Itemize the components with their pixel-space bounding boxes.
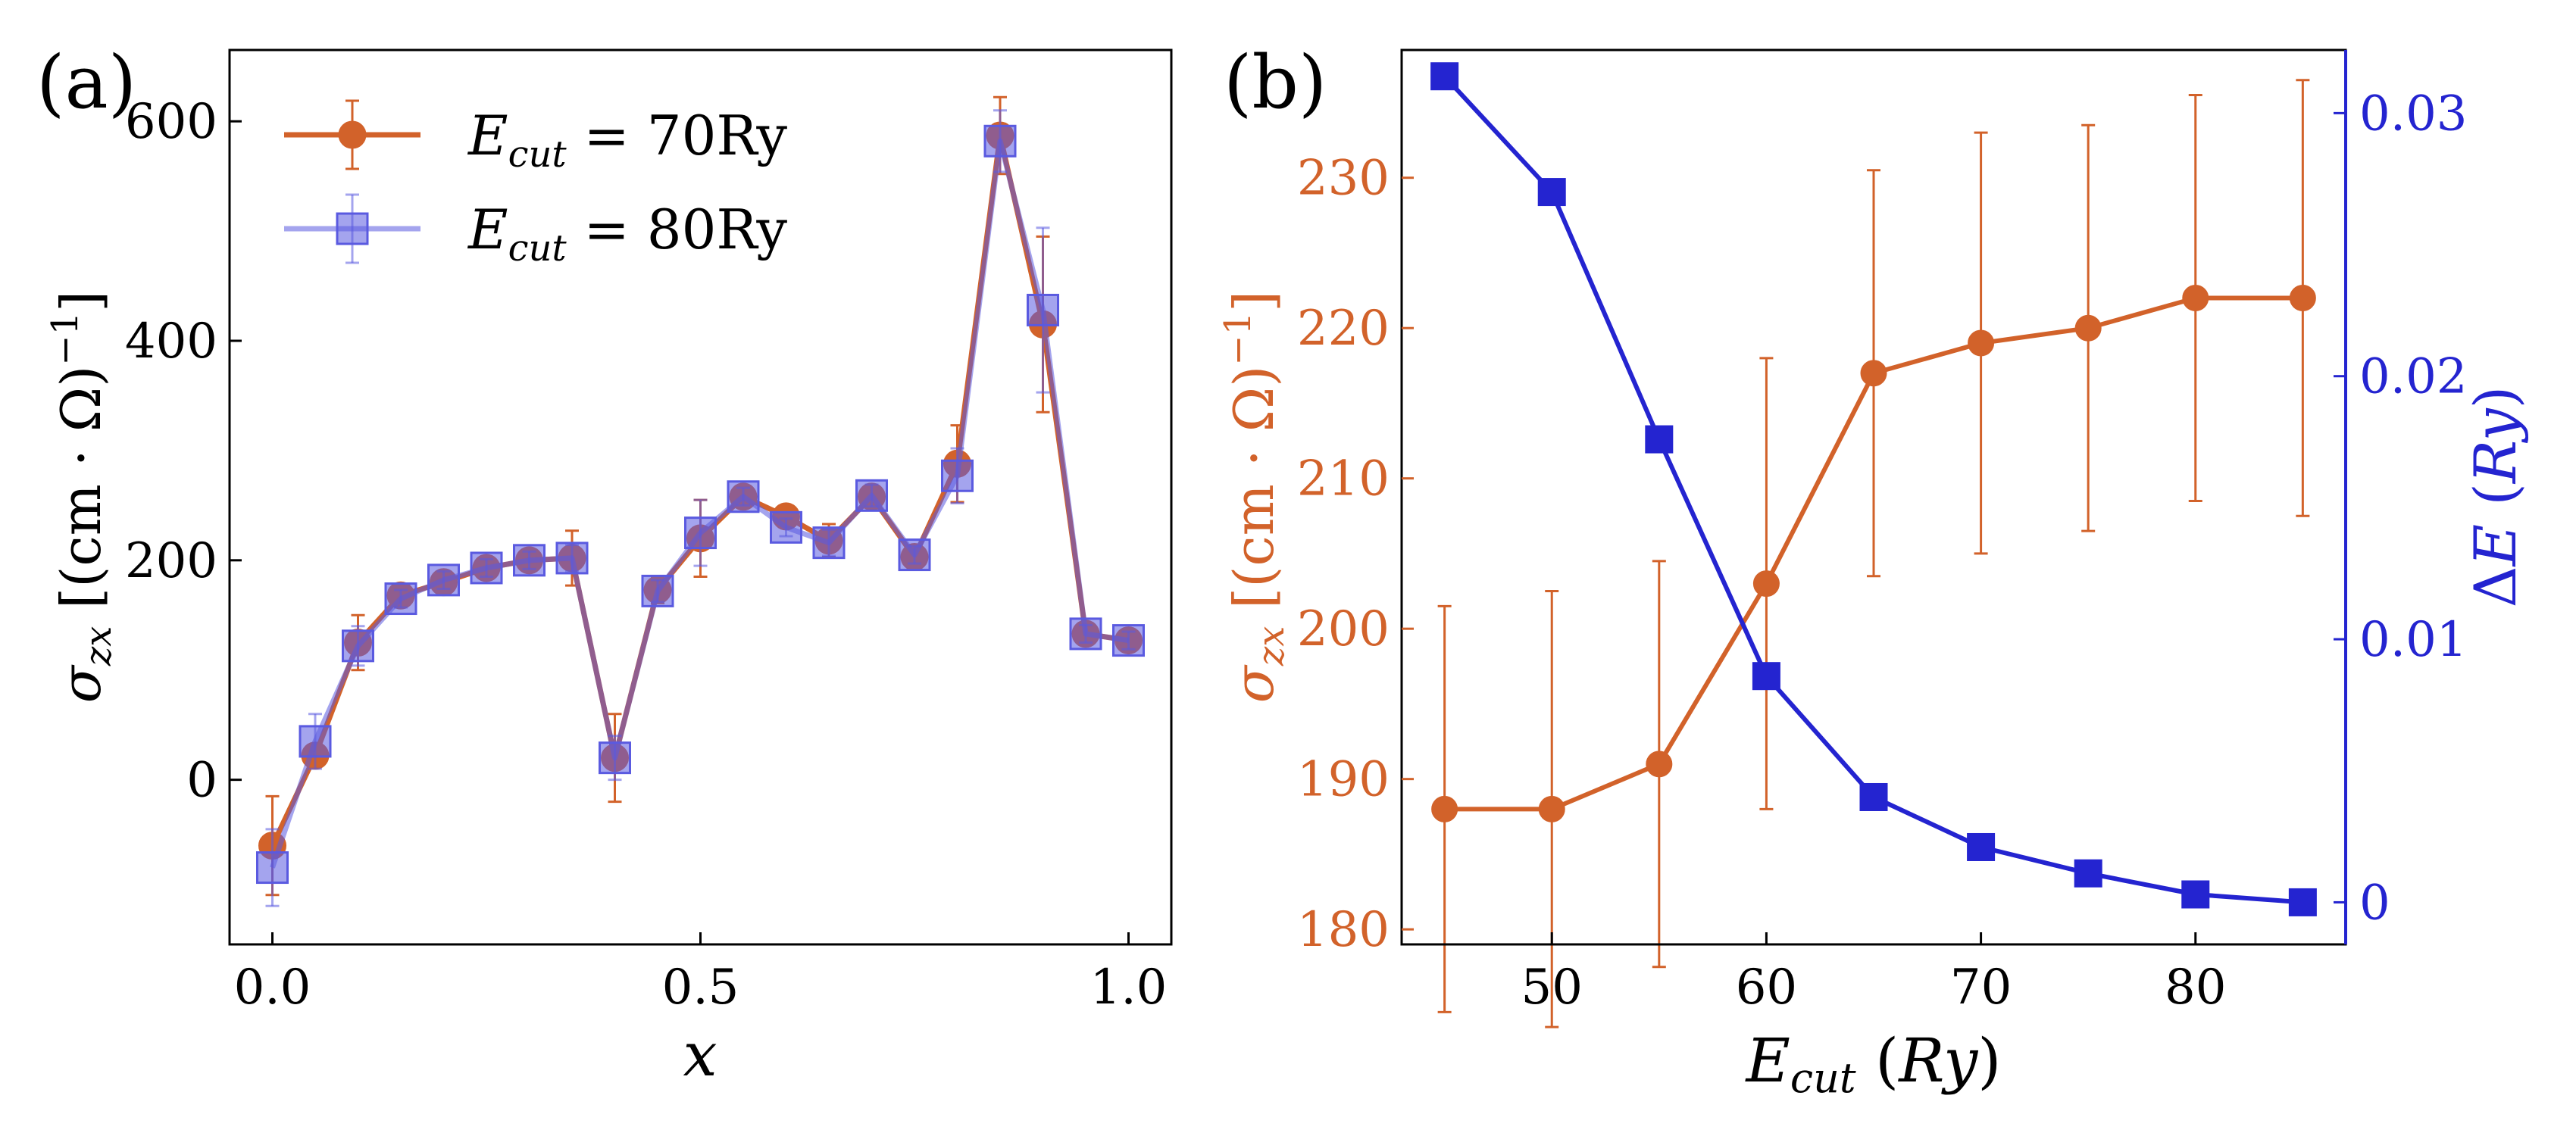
- x-axis-label-a: x: [683, 1019, 717, 1090]
- point-sigma: [2289, 285, 2316, 312]
- point-sigma: [2074, 314, 2102, 342]
- point-a-1: [1112, 624, 1145, 657]
- svg-text:ΔE (Ry): ΔE (Ry): [2462, 386, 2529, 608]
- panel-a: (a) 0.0 0.5 1.0 0 200 400 600 σzx [(cm · Ω)−1]…: [36, 40, 1173, 1090]
- point-delta-e: [1752, 662, 1780, 691]
- point-a-1: [1027, 293, 1059, 326]
- y-tick-label-left-b: 200: [1297, 601, 1390, 657]
- legend-marker-0: [338, 120, 367, 149]
- point-sigma: [1646, 751, 1673, 778]
- point-a-1: [299, 725, 332, 758]
- legend-a: Ecut = 70Ry Ecut = 80Ry: [284, 99, 787, 270]
- y-tick-label-left-b: 180: [1297, 902, 1390, 958]
- point-delta-e: [1645, 425, 1674, 454]
- y-tick-label-right-b: 0: [2359, 875, 2390, 931]
- legend-label-0: Ecut = 70Ry: [467, 104, 787, 176]
- panel-label-b: (b): [1224, 40, 1327, 125]
- y-tick-label-right-b: 0.02: [2359, 349, 2468, 405]
- y-axis-label-right-b: ΔE (Ry): [2462, 386, 2529, 608]
- point-a-1: [641, 574, 674, 607]
- y-tick-label-a: 400: [125, 314, 217, 370]
- point-a-1: [941, 459, 974, 492]
- point-a-1: [727, 480, 760, 513]
- point-a-1: [384, 582, 417, 616]
- point-a-1: [1069, 617, 1102, 651]
- y-axis-label-a: σzx [(cm · Ω)−1]: [44, 291, 120, 703]
- svg-text:σzx [(cm · Ω)−1]: σzx [(cm · Ω)−1]: [1217, 291, 1293, 703]
- panel-label-a: (a): [36, 40, 136, 125]
- point-sigma: [1752, 570, 1780, 598]
- point-delta-e: [2074, 859, 2102, 888]
- y-tick-label-a: 0: [186, 753, 217, 809]
- point-a-1: [427, 563, 460, 597]
- svg-text:σzx [(cm · Ω)−1]: σzx [(cm · Ω)−1]: [44, 291, 120, 703]
- y-tick-label-left-b: 190: [1297, 752, 1390, 808]
- point-a-1: [342, 629, 374, 663]
- point-a-1: [555, 541, 589, 575]
- point-delta-e: [1537, 178, 1566, 207]
- y-tick-label-a: 200: [125, 533, 217, 589]
- legend-label-1: Ecut = 80Ry: [467, 198, 787, 270]
- x-tick-label-a: 1.0: [1090, 960, 1168, 1016]
- x-tick-label-b: 80: [2165, 960, 2226, 1016]
- x-axis-label-b: Ecut (Ry): [1744, 1025, 2001, 1102]
- y-tick-label-left-b: 220: [1297, 301, 1390, 357]
- point-sigma: [1968, 329, 1995, 357]
- legend-marker-1: [336, 212, 369, 245]
- series-delta-e: [1430, 62, 2317, 916]
- point-a-1: [812, 526, 846, 560]
- x-tick-label-b: 50: [1521, 960, 1583, 1016]
- point-delta-e: [2288, 888, 2317, 916]
- point-a-1: [470, 551, 503, 585]
- point-a-1: [599, 741, 631, 775]
- y-tick-label-left-b: 210: [1297, 451, 1390, 507]
- point-a-1: [898, 538, 931, 572]
- y-axis-label-left-b: σzx [(cm · Ω)−1]: [1217, 291, 1293, 703]
- series-sigma: [1431, 79, 2316, 1028]
- y-tick-label-left-b: 230: [1297, 151, 1390, 207]
- point-a-1: [855, 479, 888, 512]
- point-a-1: [983, 124, 1017, 158]
- y-tick-label-right-b: 0.03: [2359, 86, 2468, 142]
- point-a-1: [770, 510, 802, 544]
- point-delta-e: [1859, 782, 1888, 811]
- point-delta-e: [1967, 832, 1996, 861]
- point-sigma: [1860, 360, 1887, 387]
- y-tick-label-a: 600: [125, 94, 217, 150]
- point-a-1: [513, 544, 546, 577]
- y-tick-label-right-b: 0.01: [2359, 612, 2468, 668]
- x-tick-label-a: 0.0: [234, 960, 311, 1016]
- point-sigma: [2182, 285, 2209, 312]
- point-delta-e: [2181, 880, 2210, 909]
- point-a-1: [684, 517, 717, 550]
- x-tick-label-b: 70: [1950, 960, 2012, 1016]
- panel-b: (b) 50 60 70 80 180 190 200 210 220 230 0 0.01 0.02 0…: [1217, 40, 2529, 1102]
- x-tick-label-b: 60: [1736, 960, 1797, 1016]
- point-delta-e: [1430, 62, 1459, 91]
- point-a-1: [256, 851, 289, 885]
- point-sigma: [1431, 795, 1458, 822]
- x-tick-label-a: 0.5: [662, 960, 739, 1016]
- point-sigma: [1538, 795, 1565, 822]
- series-a-1: [256, 109, 1145, 907]
